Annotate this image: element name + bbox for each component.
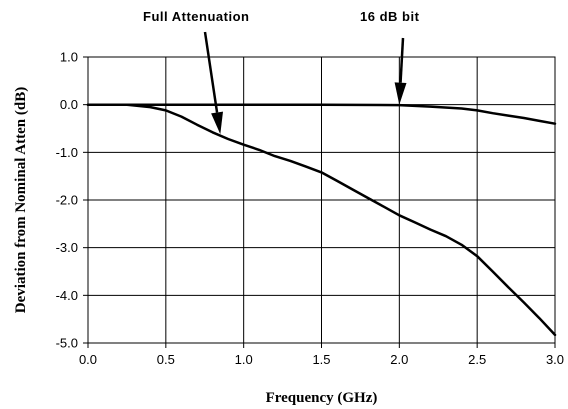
series-lines	[86, 103, 557, 337]
y-tick-label: -4.0	[56, 288, 78, 303]
full-attenuation-line	[86, 103, 557, 337]
x-tick-label: 0.0	[79, 352, 97, 367]
y-tick-label: -3.0	[56, 240, 78, 255]
annotations: Full Attenuation 16 dB bit	[143, 9, 420, 135]
annotation-16db-bit-arrow-shaft	[399, 37, 405, 83]
y-axis-ticks: 1.0 0.0 -1.0 -2.0 -3.0 -4.0 -5.0	[56, 50, 88, 351]
x-tick-label: 2.0	[390, 352, 408, 367]
y-tick-label: 0.0	[60, 97, 78, 112]
x-tick-label: 2.5	[468, 352, 486, 367]
y-tick-label: -2.0	[56, 193, 78, 208]
x-axis-ticks: 0.0 0.5 1.0 1.5 2.0 2.5 3.0	[79, 343, 564, 367]
annotation-full-attenuation-arrow-shaft	[203, 31, 219, 113]
annotation-16db-bit-text: 16 dB bit	[360, 9, 420, 24]
x-tick-label: 3.0	[546, 352, 564, 367]
annotation-full-attenuation-arrow-head	[211, 111, 223, 135]
y-tick-label: -1.0	[56, 145, 78, 160]
sixteen-db-bit-line	[86, 103, 557, 125]
x-tick-label: 0.5	[157, 352, 175, 367]
annotation-full-attenuation-text: Full Attenuation	[143, 9, 249, 24]
annotation-16db-bit-arrow-head	[394, 82, 407, 105]
y-tick-label: -5.0	[56, 336, 78, 351]
y-axis-title: Deviation from Nominal Atten (dB)	[13, 87, 29, 313]
x-axis-title: Frequency (GHz)	[266, 390, 378, 406]
x-tick-label: 1.0	[235, 352, 253, 367]
annotation-full-attenuation: Full Attenuation	[143, 9, 249, 135]
y-tick-label: 1.0	[60, 50, 78, 65]
x-tick-label: 1.5	[312, 352, 330, 367]
grid-lines	[88, 57, 555, 343]
annotation-16db-bit: 16 dB bit	[360, 9, 420, 105]
